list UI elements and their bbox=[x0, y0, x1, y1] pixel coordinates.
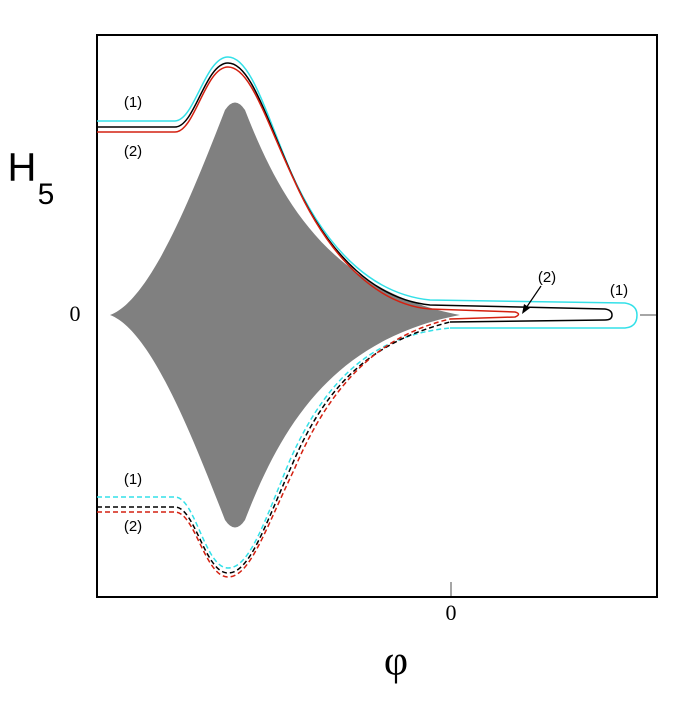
annotation: (2) bbox=[124, 518, 142, 535]
shaded-region bbox=[110, 102, 460, 528]
annotation: (1) bbox=[610, 282, 628, 299]
y-zero-label: 0 bbox=[70, 301, 81, 326]
annotation: (1) bbox=[124, 471, 142, 488]
annotation: (2) bbox=[124, 143, 142, 160]
plot-frame bbox=[96, 34, 658, 598]
curve-1-lower bbox=[97, 327, 451, 569]
curve-1-upper bbox=[97, 56, 638, 329]
annotation: (1) bbox=[124, 94, 142, 111]
curve-black-upper bbox=[97, 62, 613, 323]
arrow-head bbox=[522, 304, 530, 314]
curve-2-upper bbox=[97, 66, 520, 320]
y-axis-label: H bbox=[8, 146, 37, 190]
annotation: (2) bbox=[538, 269, 556, 286]
y-axis-subscript: 5 bbox=[38, 178, 55, 211]
x-zero-label: 0 bbox=[446, 600, 457, 625]
curve-2-lower bbox=[97, 318, 451, 578]
x-axis-label: φ bbox=[384, 639, 408, 685]
